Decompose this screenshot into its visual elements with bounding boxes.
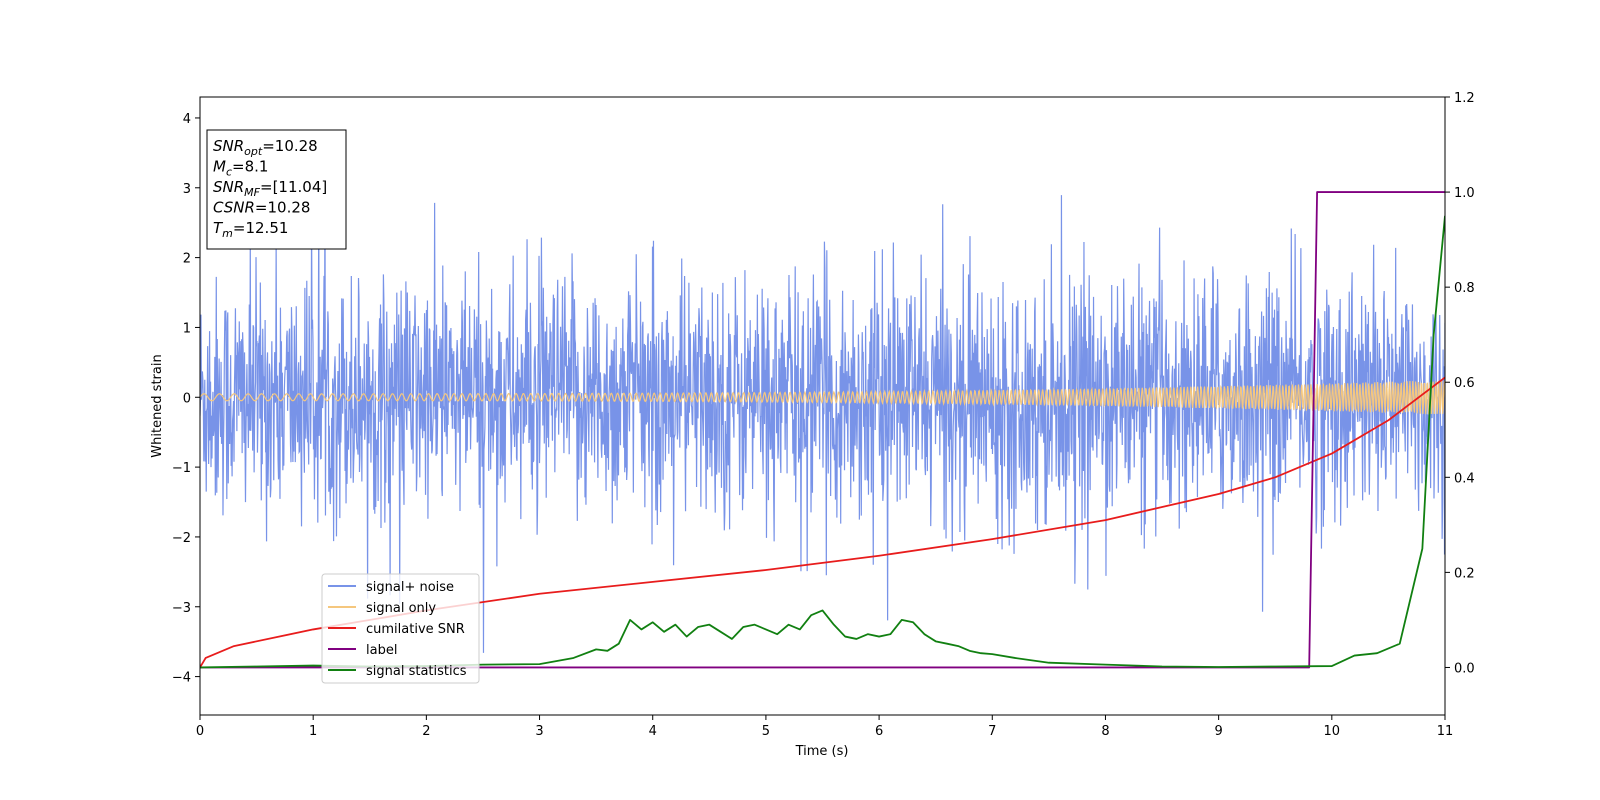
info-value: =[11.04] [260, 178, 327, 196]
y-tick-label: 2 [183, 252, 191, 267]
y-tick-label: −4 [172, 671, 191, 686]
y-tick-label: 3 [183, 182, 191, 197]
x-tick-label: 6 [875, 724, 883, 739]
series-layer [200, 171, 1445, 669]
info-box: SNRopt=10.28Mc=8.1SNRMF=[11.04]CSNR=10.2… [206, 129, 347, 250]
y2-tick-label: 0.0 [1454, 661, 1475, 676]
series-signal-noise-line [200, 171, 1445, 653]
y-axis-label: Whitened strain [150, 354, 165, 457]
x-tick-label: 5 [762, 724, 770, 739]
x-tick-label: 8 [1101, 724, 1109, 739]
y-tick-label: 4 [183, 112, 191, 127]
y2-tick-label: 0.4 [1454, 471, 1475, 486]
info-line: SNRMF=[11.04] [213, 178, 327, 199]
series-signal-statistics-line [200, 215, 1445, 669]
legend-frame [321, 573, 480, 684]
info-line: CSNR=10.28 [213, 199, 310, 217]
x-tick-label: 11 [1437, 724, 1454, 739]
info-symbol: SNR [213, 137, 244, 155]
x-axis: 0 1 2 3 4 5 6 7 8 9 10 11 [196, 715, 1453, 739]
legend-label: signal+ noise [366, 580, 454, 595]
info-value: =12.51 [233, 219, 289, 237]
x-tick-label: 2 [422, 724, 430, 739]
legend-label: signal only [366, 601, 436, 616]
y-axis-right: 1.2 1.0 0.8 0.6 0.4 0.2 0.0 [1445, 91, 1475, 676]
info-subscript: MF [244, 186, 260, 199]
y-tick-label: −2 [172, 531, 191, 546]
series-label-line [200, 191, 1445, 669]
series-signal-only-line [200, 380, 1445, 415]
legend-item-label: label [328, 643, 397, 658]
y-tick-label: 0 [183, 391, 191, 406]
info-line: Tm=12.51 [213, 219, 288, 240]
info-value: =10.28 [262, 137, 318, 155]
info-subscript: m [222, 227, 233, 240]
y-tick-label: −1 [172, 461, 191, 476]
legend-label: cumilative SNR [366, 622, 465, 637]
legend-item-signal-statistics: signal statistics [328, 664, 467, 679]
legend-item-cumilative-snr: cumilative SNR [328, 622, 465, 637]
info-symbol: CSNR [213, 199, 255, 217]
info-box-frame [206, 129, 347, 250]
legend-label: signal statistics [366, 664, 467, 679]
series-cumilative-snr-line [200, 376, 1445, 668]
info-subscript: c [226, 166, 232, 179]
y-tick-label: 1 [183, 321, 191, 336]
legend-item-signal-noise: signal+ noise [328, 580, 454, 595]
y-tick-label: −3 [172, 601, 191, 616]
y2-tick-label: 0.2 [1454, 566, 1475, 581]
x-tick-label: 0 [196, 724, 204, 739]
y-axis-left: 4 3 2 1 0 −1 −2 −3 −4 [172, 112, 200, 686]
legend-label: label [366, 643, 397, 658]
legend-item-signal-only: signal only [328, 601, 436, 616]
x-tick-label: 7 [988, 724, 996, 739]
info-value: =10.28 [255, 199, 311, 217]
plot-frame [199, 96, 1446, 716]
info-subscript: opt [244, 145, 263, 158]
y2-tick-label: 0.6 [1454, 376, 1475, 391]
info-symbol: M [213, 158, 226, 176]
info-line: Mc=8.1 [213, 158, 268, 179]
x-tick-label: 3 [535, 724, 543, 739]
info-symbol: SNR [213, 178, 244, 196]
info-line: SNRopt=10.28 [213, 137, 318, 158]
y2-tick-label: 1.0 [1454, 186, 1475, 201]
y2-tick-label: 1.2 [1454, 91, 1475, 106]
info-value: =8.1 [232, 158, 268, 176]
legend: signal+ noise signal only cumilative SNR la… [321, 573, 480, 684]
x-tick-label: 4 [649, 724, 657, 739]
x-tick-label: 9 [1214, 724, 1222, 739]
info-symbol: T [213, 219, 224, 237]
y2-tick-label: 0.8 [1454, 281, 1475, 296]
x-axis-label: Time (s) [795, 744, 849, 759]
x-tick-label: 10 [1324, 724, 1341, 739]
x-tick-label: 1 [309, 724, 317, 739]
